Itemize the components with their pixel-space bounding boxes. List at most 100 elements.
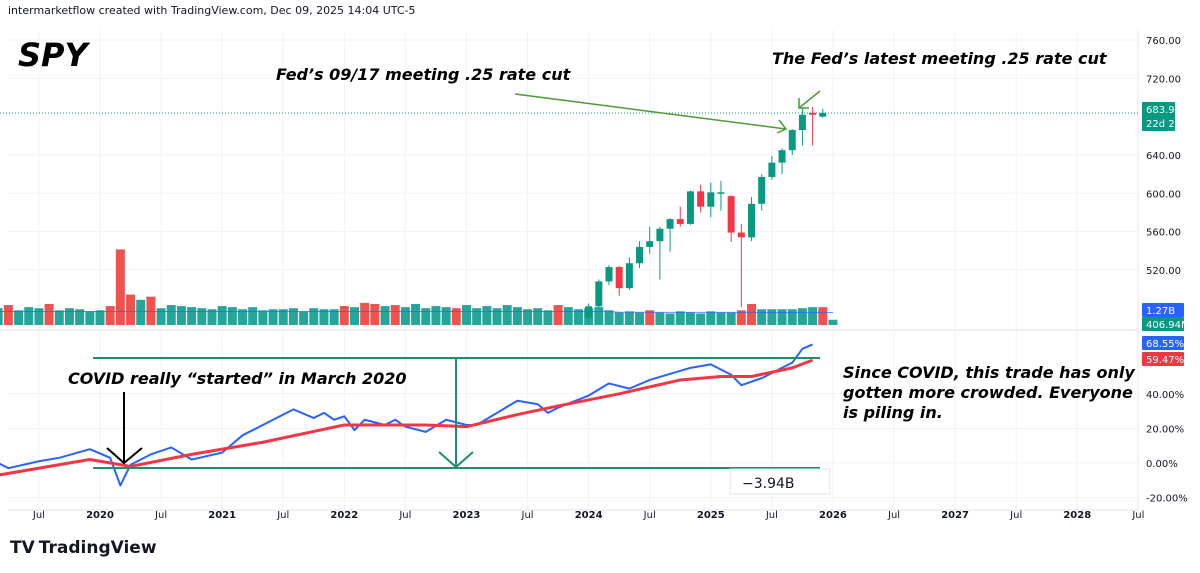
time-tick-label: 2020 <box>86 510 114 521</box>
candle <box>605 265 613 286</box>
volume-bar <box>573 309 583 325</box>
volume-bar <box>787 309 797 325</box>
time-tick-label: 2025 <box>697 510 725 521</box>
volume-bar <box>441 307 451 325</box>
candle-body <box>686 191 694 224</box>
price-tick-label: 720.00 <box>1146 74 1181 85</box>
candle <box>707 182 715 218</box>
crowded-line-3: is piling in. <box>843 403 943 422</box>
volume-bar <box>329 309 339 325</box>
volume-bar <box>808 307 818 325</box>
volume-bar <box>278 309 288 325</box>
volume-bar <box>543 310 553 325</box>
candle-body <box>666 219 674 229</box>
volume-bar <box>268 309 278 325</box>
volume-bar <box>258 310 268 325</box>
volume-bar <box>431 306 441 325</box>
volume-bar <box>492 308 502 325</box>
volume-bar <box>288 308 298 325</box>
volume-bar <box>685 312 695 325</box>
candle-body <box>697 191 705 207</box>
volume-bar <box>380 306 390 325</box>
time-tick-label: Jul <box>1009 510 1022 521</box>
volume-bar <box>706 311 716 325</box>
candle <box>615 266 623 296</box>
volume-bar <box>24 307 34 325</box>
volume-bar <box>309 308 319 325</box>
candle-body <box>748 203 756 238</box>
candle-body <box>758 176 766 204</box>
volume-bar <box>197 308 207 325</box>
red-indicator-line <box>0 358 814 477</box>
volume-bar <box>95 310 105 325</box>
candle-body <box>809 112 817 115</box>
last-price-badge <box>1142 102 1175 131</box>
candle-body <box>778 150 786 163</box>
volume-bar <box>319 309 329 325</box>
volume-bar <box>716 312 726 325</box>
time-tick-label: 2022 <box>330 510 358 521</box>
candle-body <box>727 196 735 233</box>
volume-bar <box>3 305 13 325</box>
price-tick-label: 600.00 <box>1146 189 1181 200</box>
candle <box>697 184 705 213</box>
volume-bar <box>207 309 217 325</box>
volume-bar <box>350 307 359 325</box>
time-tick-label: Jul <box>154 510 167 521</box>
candle <box>798 108 806 146</box>
tradingview-logo[interactable]: 𝗧𝗩 TradingView <box>10 538 157 558</box>
time-tick-label: Jul <box>32 510 45 521</box>
volume-bar <box>553 305 563 325</box>
fed-latest-arrow <box>798 90 821 109</box>
volume-bar <box>176 306 186 325</box>
volume-bar <box>400 307 410 325</box>
blue-last-label: 68.55% <box>1146 339 1184 350</box>
volume-bar <box>360 302 370 325</box>
volume-bar <box>105 306 115 325</box>
volume-bar <box>665 313 675 325</box>
candles <box>585 107 827 322</box>
volume-bar <box>44 304 54 325</box>
fed-0917-label: Fed’s 09/17 meeting .25 rate cut <box>276 65 572 84</box>
volume-bar <box>635 312 645 325</box>
candle <box>809 107 817 146</box>
symbol-label: SPY <box>18 36 91 74</box>
indicator-lines <box>0 343 814 487</box>
candle-body <box>656 228 664 242</box>
volume-bar <box>614 312 624 325</box>
volume-bar <box>156 308 166 325</box>
red-last-badge <box>1142 352 1184 366</box>
brand-name: TradingView <box>38 538 157 558</box>
volume-bar <box>818 307 828 325</box>
covid-arrow <box>106 392 143 465</box>
volume-bar <box>64 308 74 325</box>
chart-header: intermarketflow created with TradingView… <box>8 4 416 17</box>
volume-bar <box>136 299 146 325</box>
blue-indicator-line <box>0 343 813 487</box>
price-tick-label: 760.00 <box>1146 36 1181 47</box>
volume-bars <box>0 249 838 325</box>
time-tick-label: Jul <box>887 510 900 521</box>
volume-last-badge <box>1142 317 1184 331</box>
volume-ma-line <box>0 311 833 313</box>
volume-bar <box>512 307 522 325</box>
volume-bar <box>390 305 400 325</box>
fed-0917-arrow <box>514 93 788 134</box>
candle <box>595 279 603 309</box>
candle <box>727 195 735 243</box>
volume-bar <box>85 311 95 325</box>
volume-ma-badge <box>1142 303 1184 317</box>
volume-bar <box>14 310 24 325</box>
volume-bar <box>747 304 757 325</box>
candle <box>585 303 593 322</box>
time-tick-label: Jul <box>1131 510 1144 521</box>
candle-body <box>625 263 633 289</box>
volume-bar <box>655 312 665 325</box>
volume-bar <box>0 308 3 325</box>
candle-body <box>605 267 613 282</box>
volume-bar <box>187 307 197 325</box>
indicator-tick-label: 20.00% <box>1146 424 1184 435</box>
volume-bar <box>126 294 136 325</box>
volume-bar <box>146 296 156 325</box>
